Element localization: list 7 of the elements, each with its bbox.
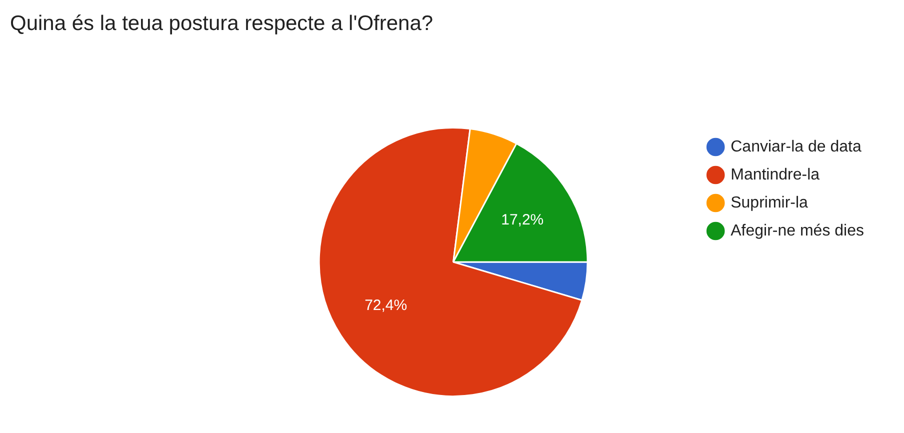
- legend-label: Mantindre-la: [730, 166, 820, 184]
- data-label: 17,2%: [501, 212, 544, 229]
- legend-label: Canviar-la de data: [730, 138, 862, 156]
- data-label: 72,4%: [364, 297, 408, 314]
- legend-label: Suprimir-la: [730, 194, 808, 212]
- chart-title: Quina és la teua postura respecte a l'Ofrena?: [10, 12, 434, 36]
- legend-label: Afegir-ne més dies: [730, 222, 864, 240]
